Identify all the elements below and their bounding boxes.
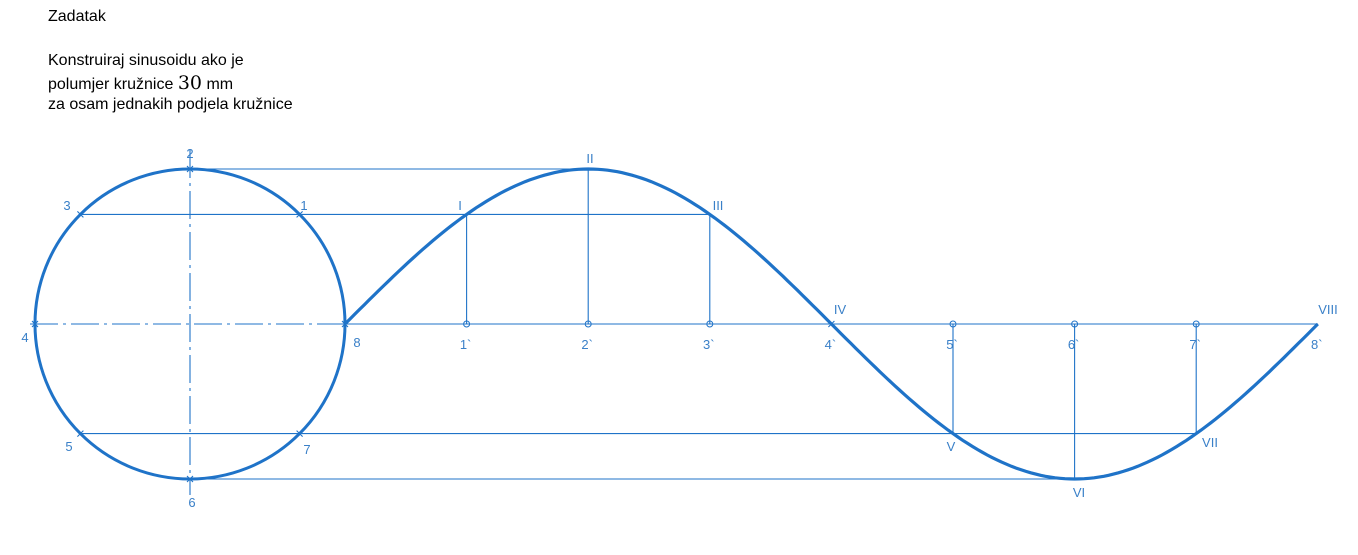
circle-division-point-7-b	[296, 430, 303, 437]
circle-division-point-1-b	[296, 211, 303, 218]
task-title: Zadatak	[48, 8, 106, 25]
circle-division-point-3-b	[77, 211, 84, 218]
curve-label-3: III	[713, 198, 724, 213]
task-line-2-prefix: polumjer kružnice	[48, 76, 178, 93]
radius-value: 30	[177, 72, 203, 94]
curve-label-6: VI	[1073, 485, 1085, 500]
circle-label-3: 3	[63, 198, 70, 213]
circle-label-5: 5	[65, 439, 72, 454]
task-line-1: Konstruiraj sinusoidu ako je	[48, 52, 244, 69]
circle-division-point-6-b	[186, 475, 194, 483]
task-line-3: za osam jednakih podjela kružnice	[48, 96, 293, 113]
axis-label-6: 6`	[1068, 337, 1080, 352]
circle-label-4: 4	[21, 330, 28, 345]
task-line-2: polumjer kružnice 30 mm	[48, 74, 233, 94]
curve-label-2: II	[586, 151, 593, 166]
axis-point-2	[584, 320, 592, 328]
axis-label-7: 7`	[1189, 337, 1201, 352]
circle-label-8: 8	[353, 335, 360, 350]
axis-label-2: 2`	[581, 337, 593, 352]
axis-point-3	[706, 320, 714, 328]
curve-label-8: VIII	[1318, 302, 1338, 317]
circle-division-point-2-b	[186, 165, 194, 173]
axis-label-4: 4`	[825, 337, 837, 352]
axis-label-8: 8`	[1311, 337, 1323, 352]
axis-point-4-b	[828, 320, 835, 328]
circle-label-1: 1	[300, 198, 307, 213]
construction-lines	[30, 150, 1318, 495]
axis-point-1	[463, 320, 471, 328]
axis-point-6	[1071, 320, 1079, 328]
curve-label-5: V	[947, 439, 956, 454]
curve-label-4: IV	[834, 302, 847, 317]
axis-label-1: 1`	[460, 337, 472, 352]
circle-division-point-5-b	[77, 430, 84, 437]
axis-label-5: 5`	[946, 337, 958, 352]
axis-point-5	[949, 320, 957, 328]
circle-division-point-4-b	[31, 320, 39, 328]
curve-label-7: VII	[1202, 435, 1218, 450]
circle-label-6: 6	[188, 495, 195, 510]
circle-label-7: 7	[303, 442, 310, 457]
curve-label-1: I	[458, 198, 462, 213]
axis-label-3: 3`	[703, 337, 715, 352]
division-markers	[31, 165, 1200, 483]
circle-label-2: 2	[186, 146, 193, 161]
circle-division-point-8-b	[341, 320, 349, 328]
radius-unit: mm	[202, 76, 234, 93]
axis-point-7	[1192, 320, 1200, 328]
